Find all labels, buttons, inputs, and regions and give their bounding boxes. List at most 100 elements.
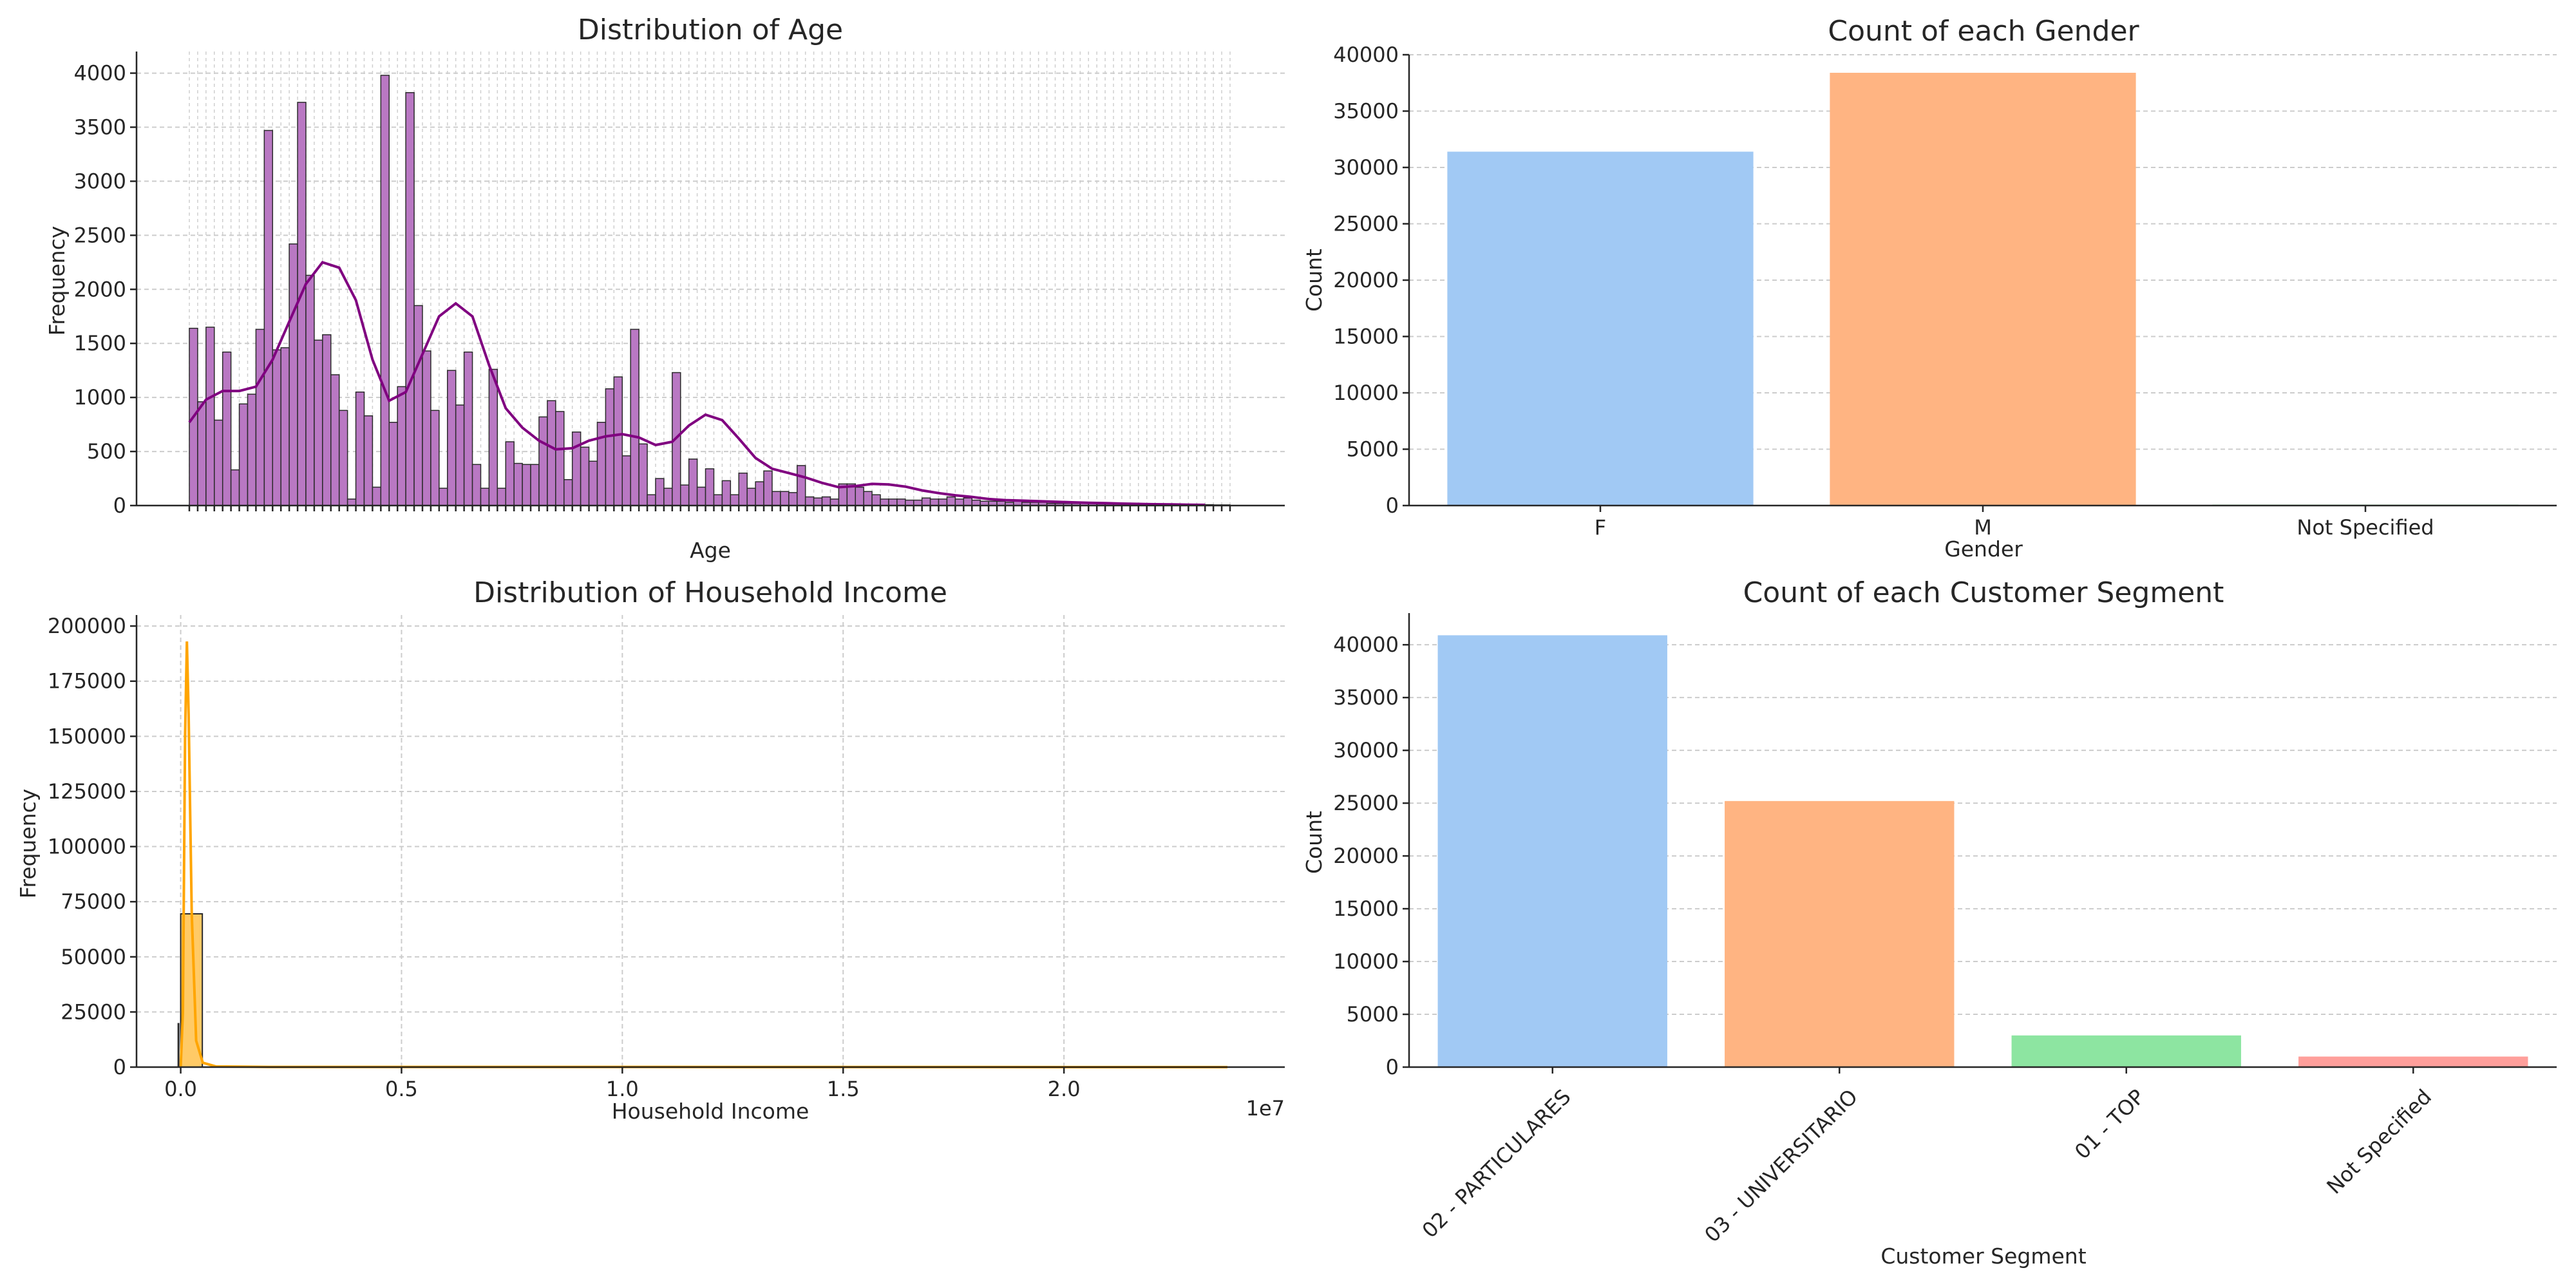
histogram-bar	[896, 498, 906, 506]
histogram-bar	[380, 75, 390, 506]
histogram-bar	[471, 464, 482, 506]
histogram-bar	[871, 494, 881, 506]
x-tick-label: 1.0	[606, 1077, 639, 1101]
histogram-bar	[530, 464, 540, 506]
x-tick-label: Not Specified	[2322, 1084, 2436, 1199]
bars	[189, 75, 1231, 506]
axes: 0 500 1000 1500 2000 2500 3000 3500 4000	[74, 52, 1285, 518]
histogram-bar	[480, 488, 490, 506]
histogram-bar	[738, 472, 748, 506]
histogram-bar	[205, 327, 215, 506]
histogram-bar	[571, 431, 582, 506]
histogram-bar	[963, 497, 972, 506]
segment-bar-panel: Count of each Customer Segment Customer …	[1302, 576, 2557, 1269]
y-axis-label: Count	[1302, 249, 1327, 312]
bar	[1447, 151, 1754, 506]
y-tick-label: 30000	[1333, 155, 1399, 180]
histogram-bar	[855, 486, 864, 506]
income-histogram-panel: Distribution of Household Income Househo…	[15, 576, 1285, 1124]
bar	[2011, 1035, 2241, 1067]
histogram-bar	[305, 274, 315, 506]
histogram-bar	[772, 491, 781, 506]
histogram-bar	[946, 496, 956, 506]
y-tick-label: 4000	[74, 61, 126, 86]
histogram-bar	[222, 351, 232, 506]
y-tick-label: 75000	[61, 889, 126, 914]
histogram-bar	[796, 465, 806, 506]
x-tick-label: 02 - PARTICULARES	[1417, 1084, 1576, 1243]
histogram-bar	[488, 368, 498, 506]
histogram-bar	[788, 492, 798, 506]
x-axis-label: Customer Segment	[1880, 1244, 2086, 1269]
histogram-bar	[705, 468, 715, 506]
histogram-bar	[422, 350, 431, 506]
chart-title: Count of each Customer Segment	[1743, 576, 2224, 609]
histogram-bar	[863, 491, 873, 506]
histogram-bar	[755, 481, 764, 506]
y-tick-label: 150000	[48, 724, 126, 748]
y-tick-label: 10000	[1333, 949, 1399, 974]
histogram-bar	[971, 499, 981, 506]
x-tick-label: 01 - TOP	[2070, 1084, 2149, 1164]
histogram-bar	[314, 339, 323, 506]
bars	[1437, 635, 2528, 1067]
y-tick-label: 5000	[1347, 1002, 1399, 1027]
x-tick-label: 2.0	[1048, 1077, 1081, 1101]
y-tick-label: 25000	[1333, 791, 1399, 815]
histogram-bar	[330, 374, 340, 506]
histogram-bar	[821, 496, 831, 506]
x-tick-label: 03 - UNIVERSITARIO	[1700, 1084, 1862, 1247]
histogram-bar	[730, 494, 739, 506]
histogram-bar	[346, 498, 357, 506]
histogram-bar	[513, 462, 523, 506]
axis-offset-text: 1e7	[1246, 1096, 1285, 1121]
histogram-bar	[921, 497, 931, 506]
y-axis-label: Count	[1302, 811, 1327, 874]
x-axis-label: Age	[690, 538, 731, 563]
y-tick-label: 10000	[1333, 381, 1399, 405]
chart-title: Count of each Gender	[1828, 15, 2139, 48]
histogram-bar	[713, 494, 723, 506]
histogram-bar	[888, 498, 898, 506]
y-tick-label: 200000	[48, 614, 126, 638]
histogram-bar	[555, 411, 565, 506]
y-tick-label: 40000	[1333, 43, 1399, 67]
y-tick-label: 5000	[1347, 437, 1399, 462]
histogram-bar	[405, 92, 415, 506]
gender-bar-panel: Count of each Gender Gender Count 0 5000 1…	[1302, 15, 2557, 562]
histogram-bar	[280, 347, 290, 506]
histogram-bar	[497, 488, 507, 506]
histogram-bar	[564, 478, 573, 506]
kde-curve	[179, 641, 1227, 1068]
histogram-bar	[605, 388, 615, 506]
histogram-bar	[538, 416, 548, 506]
histogram-bar	[696, 486, 706, 506]
y-axis-label: Frequency	[15, 789, 41, 898]
histogram-bar	[829, 498, 840, 506]
y-tick-label: 1000	[74, 385, 126, 410]
y-tick-label: 20000	[1333, 268, 1399, 292]
y-axis-label: Frequency	[44, 226, 70, 336]
x-axis-label: Household Income	[612, 1099, 810, 1124]
histogram-bar	[680, 484, 690, 506]
y-tick-label: 25000	[1333, 212, 1399, 236]
histogram-bar	[638, 443, 648, 506]
histogram-bar	[588, 460, 598, 506]
y-tick-label: 25000	[61, 999, 126, 1024]
histogram-bar	[763, 470, 773, 506]
kde-curve	[188, 260, 1206, 506]
histogram-bar	[322, 334, 332, 506]
y-tick-label: 3500	[74, 115, 126, 140]
axes: 0.0 0.5 1.0 1.5 2.0 0 25000 50000 75000 100000 125…	[48, 614, 1285, 1101]
axes: 0 5000 10000 15000 20000 25000 30000 35000 40000…	[1333, 43, 2557, 540]
y-tick-label: 3000	[74, 169, 126, 193]
histogram-bar	[214, 419, 223, 506]
histogram-bar	[238, 403, 249, 506]
y-tick-label: 100000	[48, 835, 126, 859]
histogram-bar	[746, 488, 756, 506]
histogram-bar	[613, 376, 623, 506]
bar	[1830, 73, 2136, 506]
histogram-bar	[263, 129, 274, 506]
histogram-bar	[388, 422, 398, 506]
histogram-bar	[372, 486, 382, 506]
